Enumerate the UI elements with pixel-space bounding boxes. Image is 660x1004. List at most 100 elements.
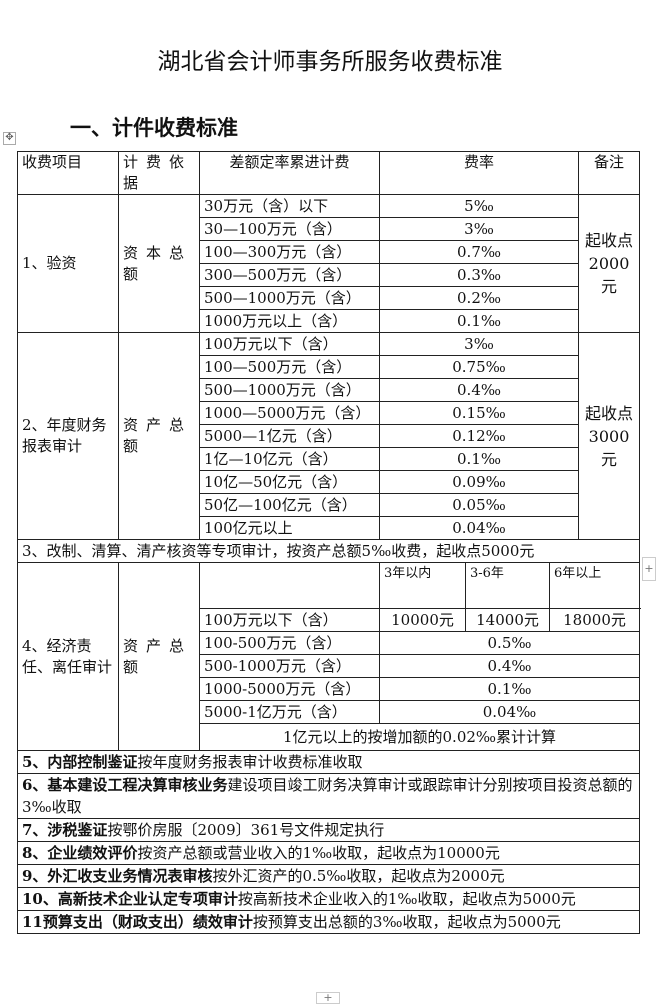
item-row: 7、涉税鉴证按鄂价房服〔2009〕361号文件规定执行: [16, 818, 641, 842]
rate-row: 100万元以下（含） 10000元 14000元 18000元: [18, 608, 641, 632]
range-cell: 30万元（含）以下: [199, 194, 380, 218]
range-cell: 1000-5000万元（含）: [199, 677, 380, 701]
rate-row: 100—500万元（含） 0.75‰: [18, 355, 640, 379]
rate-row: 100—300万元（含） 0.7‰: [18, 240, 640, 264]
item-description: 按鄂价房服〔2009〕361号文件规定执行: [107, 821, 385, 839]
empty-cell: [199, 562, 380, 609]
item-title: 10、高新技术企业认定专项审计: [22, 890, 238, 908]
item-title: 6、基本建设工程决算审核业务: [22, 776, 228, 794]
rate-cell: 0.05‰: [378, 493, 580, 517]
range-cell: 50亿—100亿元（含）: [199, 493, 380, 517]
range-cell: 500—1000万元（含）: [199, 378, 380, 402]
item-basis: 资本总额: [118, 194, 200, 333]
rate-row: 2、年度财务报表审计 资产总额 100万元以下（含） 3‰ 起收点3000元: [17, 332, 641, 540]
rate-cell: 0.1‰: [378, 677, 641, 701]
add-row-button[interactable]: +: [316, 992, 340, 1004]
period-header: 3年以内: [379, 562, 466, 609]
range-cell: 500-1000万元（含）: [199, 654, 380, 678]
section-heading: 一、计件收费标准: [70, 115, 238, 140]
rate-cell: 0.04‰: [378, 700, 641, 724]
item-row: 11预算支出（财政支出）绩效审计按预算支出总额的3‰收取，起收点为5000元: [16, 910, 641, 934]
header-note: 备注: [578, 151, 641, 195]
item-row: 8、企业绩效评价按资产总额或营业收入的1‰收取，起收点为10000元: [16, 841, 641, 865]
rate-row: 100亿元以上 0.04‰: [18, 516, 640, 540]
rate-row: 1000—5000万元（含） 0.15‰: [18, 401, 640, 425]
item-title: 5、内部控制鉴证: [22, 753, 138, 771]
s4-footer: 1亿元以上的按增加额的0.02‰累计计算: [198, 723, 641, 751]
rate-cell: 0.4‰: [378, 378, 580, 402]
item-description: 按高新技术企业收入的1‰收取，起收点为5000元: [237, 890, 576, 908]
range-cell: 1亿—10亿元（含）: [199, 447, 380, 471]
rate-cell: 0.04‰: [378, 516, 580, 540]
rate-cell: 3‰: [378, 332, 580, 356]
rate-row: 500—1000万元（含） 0.2‰: [18, 286, 640, 310]
item-name: 4、经济责任、离任审计: [17, 562, 119, 751]
rate-cell: 5‰: [378, 194, 580, 218]
rate-row: 30—100万元（含） 3‰: [18, 217, 640, 241]
s4-footer-row: 1亿元以上的按增加额的0.02‰累计计算: [18, 723, 641, 751]
item-row: 5、内部控制鉴证按年度财务报表审计收费标准收取: [16, 750, 641, 774]
item-description: 按年度财务报表审计收费标准收取: [137, 753, 363, 771]
range-cell: 100-500万元（含）: [199, 631, 380, 655]
range-cell: 5000—1亿元（含）: [199, 424, 380, 448]
item-title: 11预算支出（财政支出）绩效审计: [22, 913, 253, 931]
range-cell: 500—1000万元（含）: [199, 286, 380, 310]
add-column-button[interactable]: +: [642, 557, 656, 581]
note-cell: 起收点3000元: [578, 332, 641, 540]
fee-cell: 18000元: [548, 608, 641, 632]
note-cell: 起收点2000元: [578, 194, 641, 333]
rate-cell: 0.1‰: [378, 447, 580, 471]
rate-cell: 0.3‰: [378, 263, 580, 287]
rate-cell: 0.15‰: [378, 401, 580, 425]
range-cell: 30—100万元（含）: [199, 217, 380, 241]
rate-row: 1000万元以上（含） 0.1‰: [18, 309, 640, 333]
fee-table: 收费项目 计费依据 差额定率累进计费 费率 备注 1、验资 资本总额 30万元（含）以下 5‰ 起…: [16, 151, 641, 934]
item-text: 5、内部控制鉴证按年度财务报表审计收费标准收取: [16, 750, 641, 774]
item-basis: 资产总额: [118, 562, 200, 751]
fee-cell: 14000元: [465, 608, 550, 632]
item-text: 8、企业绩效评价按资产总额或营业收入的1‰收取，起收点为10000元: [16, 841, 641, 865]
item-row: 10、高新技术企业认定专项审计按高新技术企业收入的1‰收取，起收点为5000元: [16, 887, 641, 911]
fee-cell: 10000元: [379, 608, 466, 632]
range-cell: 100万元以下（含）: [199, 608, 380, 632]
table-move-handle-icon[interactable]: ✥: [3, 132, 16, 145]
item-title: 9、外汇收支业务情况表审核: [22, 867, 213, 885]
rate-row: 1、验资 资本总额 30万元（含）以下 5‰ 起收点2000元: [17, 194, 641, 333]
range-cell: 10亿—50亿元（含）: [199, 470, 380, 494]
header-item: 收费项目: [17, 151, 119, 195]
item-title: 8、企业绩效评价: [22, 844, 138, 862]
s4-period-row: 4、经济责任、离任审计 资产总额 3年以内 3-6年 6年以上: [17, 562, 641, 751]
header-rate: 费率: [378, 151, 580, 195]
item-3-text: 3、改制、清算、清产核资等专项审计，按资产总额5‰收费，起收点5000元: [16, 539, 641, 563]
rate-cell: 0.09‰: [378, 470, 580, 494]
item-text: 9、外汇收支业务情况表审核按外汇资产的0.5‰收取，起收点为2000元: [16, 864, 641, 888]
period-header: 6年以上: [548, 562, 641, 609]
range-cell: 300—500万元（含）: [199, 263, 380, 287]
item-description: 建设项目竣工财务决算审计或跟踪审计分别按项目投资总额的3‰收取: [22, 776, 633, 816]
rate-cell: 0.75‰: [378, 355, 580, 379]
item-text: 7、涉税鉴证按鄂价房服〔2009〕361号文件规定执行: [16, 818, 641, 842]
rate-row: 50亿—100亿元（含） 0.05‰: [18, 493, 640, 517]
item-row: 9、外汇收支业务情况表审核按外汇资产的0.5‰收取，起收点为2000元: [16, 864, 641, 888]
range-cell: 100—500万元（含）: [199, 355, 380, 379]
rate-cell: 0.1‰: [378, 309, 580, 333]
item-text: 11预算支出（财政支出）绩效审计按预算支出总额的3‰收取，起收点为5000元: [16, 910, 641, 934]
rate-row: 300—500万元（含） 0.3‰: [18, 263, 640, 287]
item-description: 按资产总额或营业收入的1‰收取，起收点为10000元: [137, 844, 500, 862]
rate-cell: 0.12‰: [378, 424, 580, 448]
range-cell: 1000万元以上（含）: [199, 309, 380, 333]
rate-cell: 0.4‰: [378, 654, 641, 678]
header-range: 差额定率累进计费: [199, 151, 380, 195]
rate-cell: 0.7‰: [378, 240, 580, 264]
rate-cell: 0.2‰: [378, 286, 580, 310]
item-text: 6、基本建设工程决算审核业务建设项目竣工财务决算审计或跟踪审计分别按项目投资总额…: [16, 773, 641, 819]
item-name: 2、年度财务报表审计: [17, 332, 119, 540]
rate-cell: 0.5‰: [378, 631, 641, 655]
range-cell: 100亿元以上: [199, 516, 380, 540]
item-name: 1、验资: [17, 194, 119, 333]
document-title: 湖北省会计师事务所服务收费标准: [157, 49, 503, 75]
range-cell: 100万元以下（含）: [199, 332, 380, 356]
range-cell: 1000—5000万元（含）: [199, 401, 380, 425]
range-cell: 100—300万元（含）: [199, 240, 380, 264]
item-basis: 资产总额: [118, 332, 200, 540]
